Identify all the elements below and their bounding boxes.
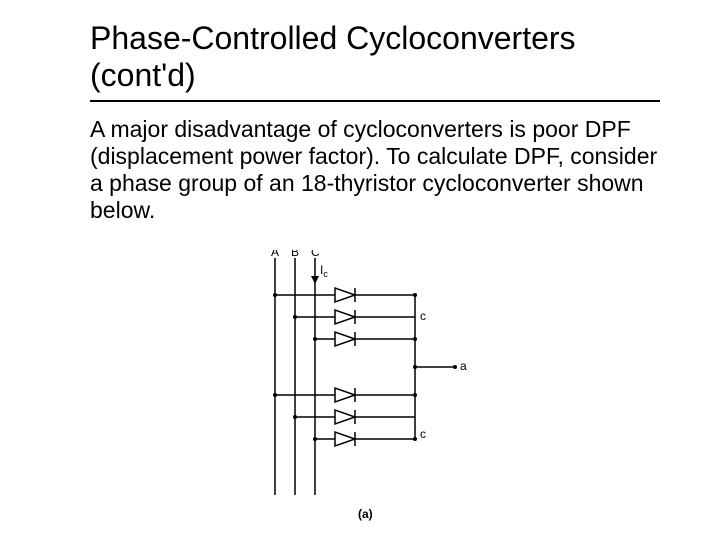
thyristor-icon — [335, 388, 355, 402]
diagram-caption: (a) — [358, 507, 373, 521]
label-phase-a: A — [271, 250, 279, 259]
label-group-top: c — [420, 309, 426, 323]
label-phase-b: B — [291, 250, 299, 259]
title-line-1: Phase-Controlled Cycloconverters — [90, 20, 576, 56]
cycloconverter-diagram: A B C Ic — [255, 250, 485, 525]
thyristor-icon — [335, 310, 355, 324]
title-underline — [90, 100, 660, 102]
label-output-a: a — [460, 359, 467, 373]
thyristor-icon — [335, 288, 355, 302]
label-ic: Ic — [320, 263, 328, 279]
thyristor-icon — [335, 410, 355, 424]
schematic-svg: A B C Ic — [255, 250, 485, 525]
current-arrow-icon — [311, 276, 319, 284]
label-group-bottom: c — [420, 427, 426, 441]
body-paragraph: A major disadvantage of cycloconverters … — [90, 116, 660, 225]
thyristor-icon — [335, 432, 355, 446]
label-phase-c: C — [311, 250, 320, 259]
slide: Phase-Controlled Cycloconverters (cont'd… — [0, 0, 720, 540]
slide-title: Phase-Controlled Cycloconverters (cont'd… — [90, 20, 660, 94]
thyristor-icon — [335, 332, 355, 346]
title-line-2: (cont'd) — [90, 57, 196, 93]
